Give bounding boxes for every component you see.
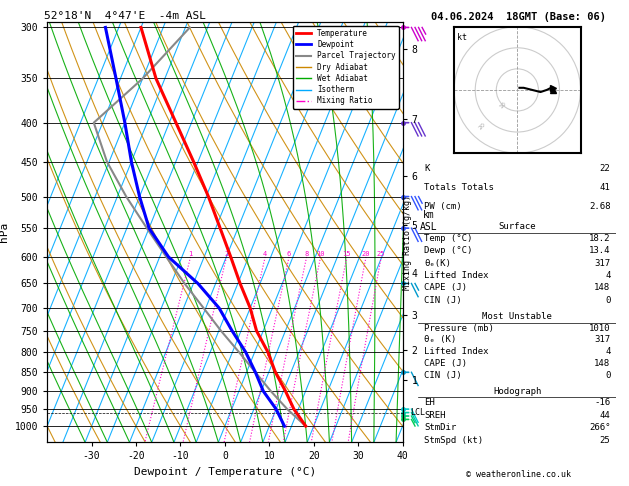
Text: K: K <box>424 164 430 174</box>
Text: 266°: 266° <box>589 423 611 433</box>
Text: Most Unstable: Most Unstable <box>482 312 552 321</box>
Text: Totals Totals: Totals Totals <box>424 183 494 192</box>
Text: -16: -16 <box>594 399 611 407</box>
Text: 8: 8 <box>304 251 309 257</box>
Text: 317: 317 <box>594 259 611 268</box>
Text: 1: 1 <box>189 251 192 257</box>
Text: 2.68: 2.68 <box>589 202 611 210</box>
Text: 6: 6 <box>287 251 291 257</box>
Text: CIN (J): CIN (J) <box>424 296 462 305</box>
Text: 10: 10 <box>316 251 325 257</box>
Text: kt: kt <box>457 33 467 42</box>
Text: Lifted Index: Lifted Index <box>424 271 489 280</box>
Text: CAPE (J): CAPE (J) <box>424 359 467 368</box>
Text: 10: 10 <box>498 101 508 110</box>
Text: CIN (J): CIN (J) <box>424 370 462 380</box>
Text: 20: 20 <box>362 251 370 257</box>
Text: 0: 0 <box>605 296 611 305</box>
Text: Surface: Surface <box>499 222 536 231</box>
Text: 317: 317 <box>594 335 611 344</box>
Text: Pressure (mb): Pressure (mb) <box>424 324 494 332</box>
Text: StmDir: StmDir <box>424 423 457 433</box>
Text: Hodograph: Hodograph <box>493 387 542 396</box>
Text: 44: 44 <box>599 411 611 420</box>
Text: 1010: 1010 <box>589 324 611 332</box>
Text: 20: 20 <box>477 122 486 131</box>
Text: θₑ(K): θₑ(K) <box>424 259 451 268</box>
Text: EH: EH <box>424 399 435 407</box>
Text: Lifted Index: Lifted Index <box>424 347 489 356</box>
Text: 25: 25 <box>377 251 386 257</box>
Text: SREH: SREH <box>424 411 446 420</box>
Text: 15: 15 <box>343 251 351 257</box>
Y-axis label: km
ASL: km ASL <box>420 210 437 232</box>
Text: Mixing Ratio (g/kg): Mixing Ratio (g/kg) <box>403 195 412 291</box>
Text: Temp (°C): Temp (°C) <box>424 234 472 243</box>
Text: Dewp (°C): Dewp (°C) <box>424 246 472 256</box>
Text: 0: 0 <box>605 370 611 380</box>
Y-axis label: hPa: hPa <box>0 222 9 242</box>
Text: 18.2: 18.2 <box>589 234 611 243</box>
X-axis label: Dewpoint / Temperature (°C): Dewpoint / Temperature (°C) <box>134 467 316 477</box>
Text: StmSpd (kt): StmSpd (kt) <box>424 436 483 445</box>
Text: 148: 148 <box>594 283 611 293</box>
Text: 52°18'N  4°47'E  -4m ASL: 52°18'N 4°47'E -4m ASL <box>43 11 206 21</box>
Text: 2: 2 <box>225 251 228 257</box>
Text: 4: 4 <box>605 271 611 280</box>
Text: θₑ (K): θₑ (K) <box>424 335 457 344</box>
Text: 4: 4 <box>605 347 611 356</box>
Text: 148: 148 <box>594 359 611 368</box>
Text: LCL: LCL <box>409 408 425 417</box>
Text: 22: 22 <box>599 164 611 174</box>
Text: 13.4: 13.4 <box>589 246 611 256</box>
Text: © weatheronline.co.uk: © weatheronline.co.uk <box>467 469 571 479</box>
Text: 4: 4 <box>263 251 267 257</box>
Text: 25: 25 <box>599 436 611 445</box>
Text: 41: 41 <box>599 183 611 192</box>
Text: 04.06.2024  18GMT (Base: 06): 04.06.2024 18GMT (Base: 06) <box>431 12 606 22</box>
Text: CAPE (J): CAPE (J) <box>424 283 467 293</box>
Text: PW (cm): PW (cm) <box>424 202 462 210</box>
Legend: Temperature, Dewpoint, Parcel Trajectory, Dry Adiabat, Wet Adiabat, Isotherm, Mi: Temperature, Dewpoint, Parcel Trajectory… <box>292 26 399 108</box>
